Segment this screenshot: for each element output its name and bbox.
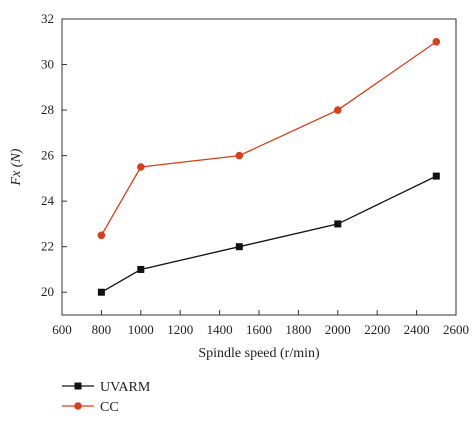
x-tick-label: 600 [52,322,72,337]
x-tick-label: 800 [92,322,112,337]
legend-marker [74,382,82,390]
data-point-cc [334,106,342,114]
x-tick-label: 2400 [404,322,430,337]
x-tick-label: 1000 [128,322,154,337]
legend: UVARM CC [62,380,151,415]
x-axis-ticks: 600 800 1000 1200 1400 1600 1800 2000 2200 2400 26… [52,310,469,337]
data-point-cc [137,163,145,171]
series-line-uvarm [101,175,437,293]
y-axis-label: Fx (N) [9,148,24,186]
legend-label: UVARM [100,380,151,395]
y-tick-label: 28 [41,102,54,117]
y-tick-label: 32 [41,11,54,26]
data-point-uvarm [235,243,243,251]
data-point-uvarm [432,172,440,180]
y-axis-ticks: 20 22 24 26 28 30 32 [41,11,67,299]
x-tick-label: 1200 [167,322,193,337]
plot-area-frame [61,18,457,316]
data-point-cc [235,151,244,160]
data-point-cc [432,37,441,46]
data-point-uvarm [334,220,342,228]
data-point-uvarm [137,265,145,273]
legend-item-cc: CC [62,400,119,415]
x-axis-label: Spindle speed (r/min) [198,346,320,361]
y-tick-label: 20 [41,284,54,299]
legend-label: CC [100,400,119,415]
data-point-uvarm [97,288,105,296]
legend-item-uvarm: UVARM [62,380,151,395]
y-tick-label: 26 [41,148,55,163]
legend-marker [74,402,82,410]
x-tick-label: 2600 [443,322,469,337]
series-layer [97,37,441,296]
x-tick-label: 2200 [364,322,390,337]
y-tick-label: 22 [41,239,54,254]
x-tick-label: 1600 [246,322,272,337]
x-tick-label: 1800 [285,322,311,337]
data-point-cc [97,231,106,240]
series-line-cc [100,41,437,236]
y-tick-label: 30 [41,57,54,72]
x-tick-label: 1400 [207,322,233,337]
y-tick-label: 24 [41,193,55,208]
x-tick-label: 2000 [325,322,351,337]
